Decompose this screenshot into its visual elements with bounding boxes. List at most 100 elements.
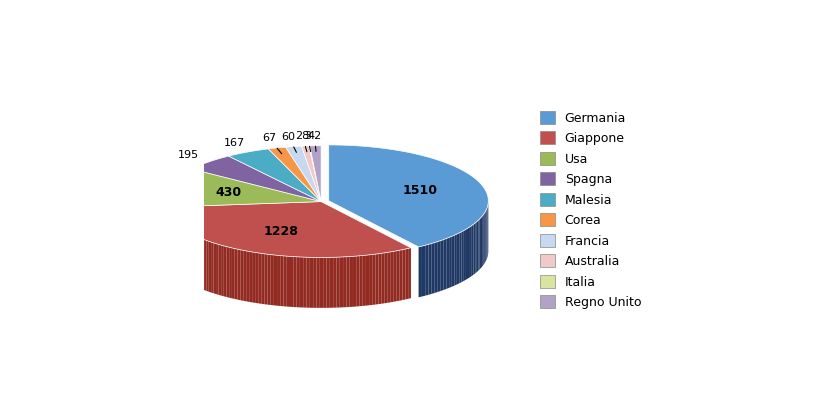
Polygon shape bbox=[449, 236, 452, 288]
Text: 42: 42 bbox=[308, 131, 322, 151]
Polygon shape bbox=[265, 254, 268, 304]
Polygon shape bbox=[191, 234, 194, 286]
Polygon shape bbox=[208, 241, 211, 292]
Polygon shape bbox=[174, 223, 175, 274]
Polygon shape bbox=[369, 255, 372, 305]
Polygon shape bbox=[428, 244, 432, 295]
Polygon shape bbox=[466, 228, 468, 280]
Text: 1510: 1510 bbox=[403, 184, 437, 197]
Polygon shape bbox=[166, 215, 167, 267]
Polygon shape bbox=[480, 218, 481, 269]
Polygon shape bbox=[360, 255, 363, 306]
Polygon shape bbox=[435, 241, 437, 293]
Polygon shape bbox=[213, 243, 216, 294]
Polygon shape bbox=[179, 227, 181, 278]
Polygon shape bbox=[337, 257, 340, 307]
Legend: Germania, Giappone, Usa, Spagna, Malesia, Corea, Francia, Australia, Italia, Reg: Germania, Giappone, Usa, Spagna, Malesia… bbox=[535, 106, 646, 314]
Text: 28: 28 bbox=[295, 131, 309, 152]
Polygon shape bbox=[270, 255, 274, 305]
Polygon shape bbox=[256, 252, 258, 303]
Polygon shape bbox=[186, 231, 188, 283]
Polygon shape bbox=[468, 227, 470, 278]
Polygon shape bbox=[287, 256, 290, 307]
Polygon shape bbox=[176, 225, 178, 277]
Polygon shape bbox=[385, 252, 388, 303]
Polygon shape bbox=[284, 256, 287, 307]
Polygon shape bbox=[229, 247, 232, 298]
Polygon shape bbox=[379, 253, 381, 304]
Polygon shape bbox=[478, 219, 480, 270]
Polygon shape bbox=[323, 257, 327, 308]
Polygon shape bbox=[425, 244, 428, 296]
Polygon shape bbox=[290, 256, 294, 307]
Polygon shape bbox=[175, 224, 176, 276]
Polygon shape bbox=[232, 248, 235, 299]
Polygon shape bbox=[195, 236, 198, 287]
Polygon shape bbox=[388, 252, 391, 303]
Polygon shape bbox=[356, 256, 360, 307]
Polygon shape bbox=[268, 254, 270, 305]
Polygon shape bbox=[207, 240, 208, 291]
Polygon shape bbox=[268, 147, 321, 202]
Polygon shape bbox=[394, 251, 397, 302]
Polygon shape bbox=[178, 226, 179, 278]
Polygon shape bbox=[481, 216, 482, 268]
Polygon shape bbox=[168, 218, 169, 269]
Polygon shape bbox=[437, 241, 441, 292]
Polygon shape bbox=[477, 220, 478, 272]
Text: 67: 67 bbox=[262, 133, 282, 154]
Polygon shape bbox=[409, 248, 411, 299]
Text: 167: 167 bbox=[224, 138, 245, 148]
Polygon shape bbox=[327, 257, 330, 308]
Polygon shape bbox=[184, 230, 186, 282]
Polygon shape bbox=[397, 250, 399, 301]
Polygon shape bbox=[171, 221, 172, 272]
Polygon shape bbox=[343, 257, 347, 307]
Polygon shape bbox=[375, 254, 379, 304]
Polygon shape bbox=[432, 242, 435, 294]
Polygon shape bbox=[366, 255, 369, 306]
Polygon shape bbox=[372, 254, 375, 305]
Polygon shape bbox=[172, 222, 174, 273]
Polygon shape bbox=[211, 242, 213, 293]
Polygon shape bbox=[457, 233, 459, 284]
Polygon shape bbox=[204, 239, 207, 291]
Polygon shape bbox=[470, 226, 472, 277]
Polygon shape bbox=[310, 146, 321, 202]
Polygon shape bbox=[307, 257, 310, 308]
Polygon shape bbox=[317, 257, 320, 308]
Polygon shape bbox=[484, 212, 485, 264]
Polygon shape bbox=[474, 223, 476, 275]
Polygon shape bbox=[294, 257, 297, 307]
Polygon shape bbox=[198, 237, 199, 288]
Polygon shape bbox=[399, 249, 403, 301]
Polygon shape bbox=[241, 250, 243, 301]
Polygon shape bbox=[188, 232, 189, 284]
Polygon shape bbox=[464, 229, 466, 281]
Polygon shape bbox=[277, 255, 280, 306]
Polygon shape bbox=[189, 233, 191, 285]
Polygon shape bbox=[216, 244, 218, 295]
Polygon shape bbox=[228, 149, 321, 202]
Polygon shape bbox=[328, 145, 488, 247]
Polygon shape bbox=[353, 256, 356, 307]
Polygon shape bbox=[249, 252, 252, 302]
Polygon shape bbox=[418, 246, 422, 297]
Polygon shape bbox=[403, 249, 405, 300]
Polygon shape bbox=[218, 244, 221, 296]
Polygon shape bbox=[459, 232, 461, 284]
Polygon shape bbox=[350, 256, 353, 307]
Polygon shape bbox=[252, 252, 256, 303]
Polygon shape bbox=[235, 249, 237, 299]
Polygon shape bbox=[258, 253, 261, 304]
Polygon shape bbox=[297, 257, 300, 307]
Polygon shape bbox=[169, 218, 170, 270]
Polygon shape bbox=[302, 146, 321, 202]
Polygon shape bbox=[161, 169, 321, 207]
Polygon shape bbox=[224, 246, 227, 297]
Polygon shape bbox=[363, 255, 366, 306]
Polygon shape bbox=[243, 250, 246, 301]
Polygon shape bbox=[167, 216, 168, 268]
Polygon shape bbox=[170, 220, 171, 271]
Polygon shape bbox=[274, 255, 277, 306]
